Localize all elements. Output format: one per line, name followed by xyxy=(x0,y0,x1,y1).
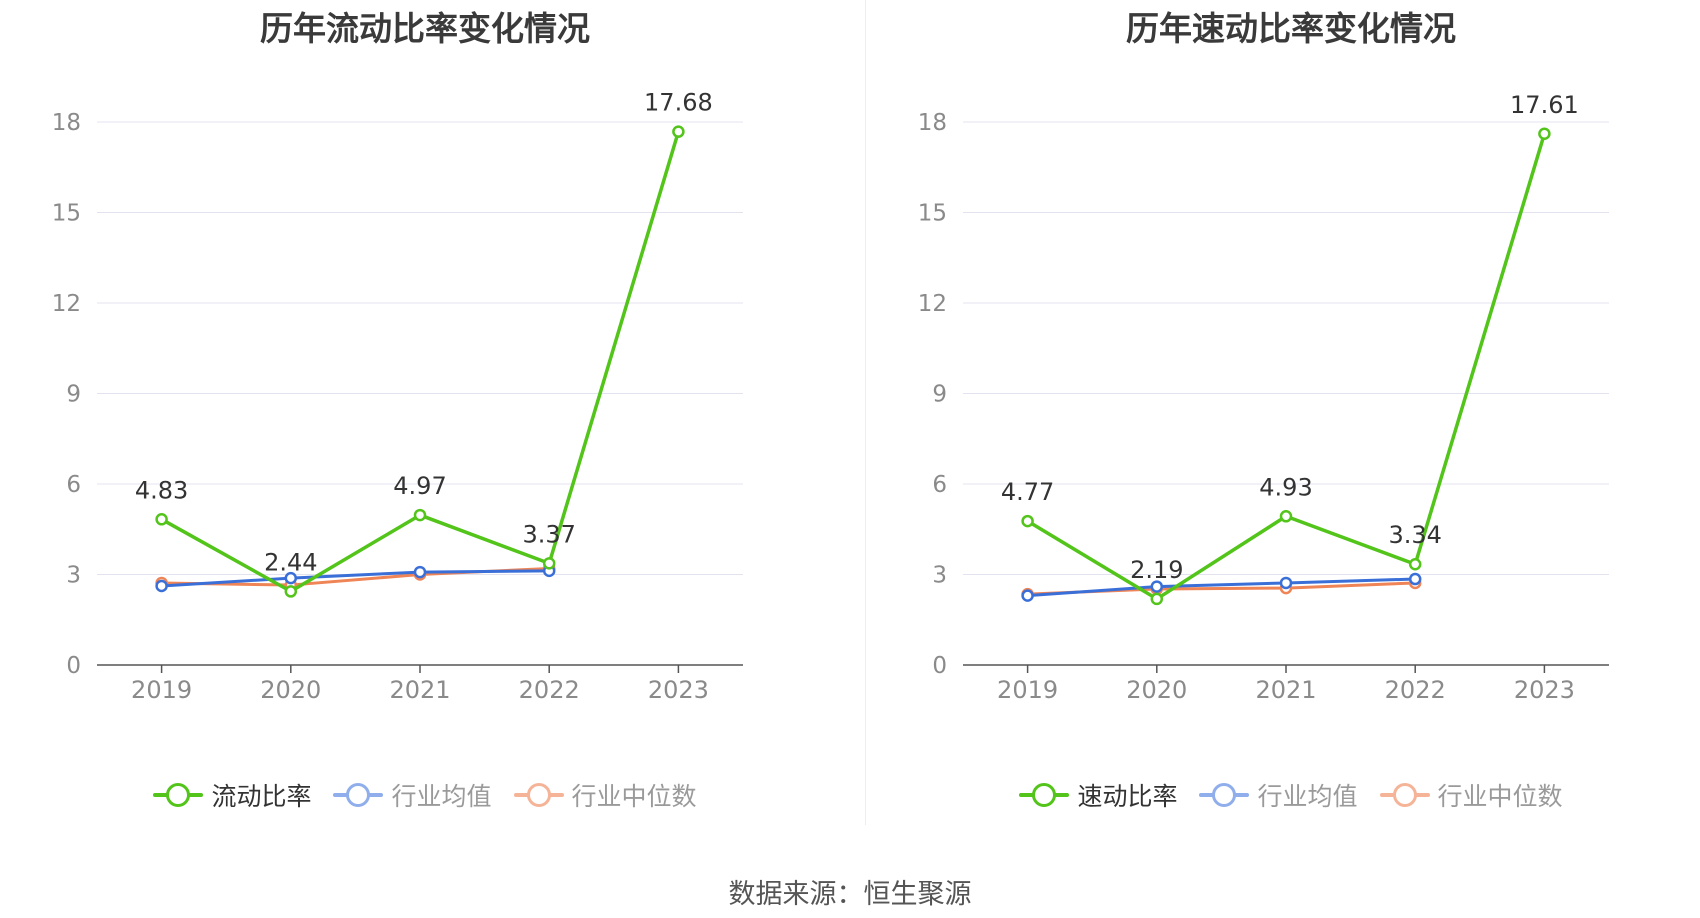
data-point-s1-2021[interactable] xyxy=(413,565,427,579)
y-tick-label: 9 xyxy=(932,382,947,408)
data-point-s0-2020[interactable] xyxy=(1150,592,1164,606)
y-tick-label: 6 xyxy=(932,472,947,498)
y-tick-label: 3 xyxy=(66,563,81,589)
x-tick-label-2019: 2019 xyxy=(997,676,1058,704)
legend-item-1[interactable]: 行业均值 xyxy=(333,777,492,813)
data-point-s1-2020[interactable] xyxy=(1150,580,1164,593)
data-label-2020: 2.19 xyxy=(1130,556,1183,584)
y-tick-label: 12 xyxy=(52,291,81,317)
y-tick-label: 18 xyxy=(918,110,947,136)
data-label-2021: 4.97 xyxy=(393,472,446,500)
x-tick-label-2020: 2020 xyxy=(1126,676,1187,704)
legend-item-0[interactable]: 速动比率 xyxy=(1019,777,1177,813)
data-point-s0-2023[interactable] xyxy=(672,125,685,138)
data-point-s1-2020[interactable] xyxy=(284,571,298,585)
series-line-1 xyxy=(1027,577,1416,598)
legend-line-circle-icon xyxy=(333,783,384,807)
y-tick-label: 18 xyxy=(52,110,81,136)
y-tick-label: 9 xyxy=(66,382,81,408)
data-point-s0-2022[interactable] xyxy=(542,557,556,570)
panel-divider xyxy=(865,0,866,825)
chart-title-quick-ratio: 历年速动比率变化情况 xyxy=(1126,9,1456,48)
legend-label: 行业中位数 xyxy=(571,782,697,811)
x-tick-label-2023: 2023 xyxy=(1514,676,1575,704)
x-tick-label-2020: 2020 xyxy=(260,676,321,704)
quick-ratio-chart: 0 3 6 9 12 15 18 2019 2020 2021 2022 2023 4.77 2.19 4.… xyxy=(918,91,1609,704)
legend-item-0[interactable]: 流动比率 xyxy=(153,777,311,813)
legend-line-circle-icon xyxy=(1379,783,1430,807)
chart-title-current-ratio: 历年流动比率变化情况 xyxy=(260,9,590,48)
legend-label: 行业均值 xyxy=(391,782,492,811)
legend-line-circle-icon xyxy=(1199,783,1250,807)
data-point-s1-2019[interactable] xyxy=(155,579,168,593)
data-label-2023: 17.68 xyxy=(644,89,713,117)
current-ratio-panel: 历年流动比率变化情况 0 3 6 9 12 15 18 2019 2020 2021 2022 202… xyxy=(0,0,850,830)
series-line-0 xyxy=(1026,133,1547,601)
data-point-s0-2021[interactable] xyxy=(413,508,427,522)
legend-item-1[interactable]: 行业均值 xyxy=(1199,777,1358,813)
data-label-2022: 3.34 xyxy=(1388,521,1441,549)
x-tick-label-2023: 2023 xyxy=(648,676,709,704)
data-label-2020: 2.44 xyxy=(264,548,317,576)
data-label-2023: 17.61 xyxy=(1510,91,1579,119)
legend-label: 速动比率 xyxy=(1077,782,1178,811)
data-point-s0-2019[interactable] xyxy=(1021,514,1034,528)
data-label-2021: 4.93 xyxy=(1259,473,1312,501)
y-tick-label: 6 xyxy=(66,472,81,498)
series-line-1 xyxy=(161,569,550,588)
legend-line-circle-icon xyxy=(153,783,204,807)
x-tick-label-2019: 2019 xyxy=(131,676,192,704)
series-line-0 xyxy=(160,131,681,594)
legend-label: 流动比率 xyxy=(211,782,312,811)
data-label-2019: 4.83 xyxy=(135,476,188,504)
legend-current-ratio: 流动比率 行业均值 行业中位数 xyxy=(0,775,850,815)
legend-line-circle-icon xyxy=(513,783,564,807)
data-label-2019: 4.77 xyxy=(1001,478,1054,506)
y-tick-label: 0 xyxy=(932,653,947,679)
data-source-text: 数据来源：恒生聚源 xyxy=(728,879,972,910)
quick-ratio-panel: 历年速动比率变化情况 0 3 6 9 12 15 18 2019 2020 2021 2022 202… xyxy=(866,0,1700,830)
data-point-s0-2022[interactable] xyxy=(1408,557,1422,571)
y-tick-label: 12 xyxy=(918,291,947,317)
data-point-s0-2021[interactable] xyxy=(1279,510,1293,523)
x-tick-label-2021: 2021 xyxy=(1255,676,1316,704)
legend-line-circle-icon xyxy=(1019,783,1070,807)
y-tick-label: 15 xyxy=(918,201,947,227)
legend-item-2[interactable]: 行业中位数 xyxy=(1379,777,1563,813)
y-tick-label: 3 xyxy=(932,563,947,589)
x-tick-label-2022: 2022 xyxy=(1385,676,1446,704)
data-point-s0-2023[interactable] xyxy=(1538,127,1551,141)
data-point-s1-2021[interactable] xyxy=(1279,576,1293,590)
data-label-2022: 3.37 xyxy=(522,520,575,548)
current-ratio-chart: 0 3 6 9 12 15 18 2019 2020 2021 2022 2023 4.83 2.44 4.… xyxy=(52,89,743,704)
data-point-s0-2020[interactable] xyxy=(284,585,298,598)
data-point-s0-2019[interactable] xyxy=(155,513,168,526)
y-tick-label: 0 xyxy=(66,653,81,679)
legend-item-2[interactable]: 行业中位数 xyxy=(513,777,697,813)
x-tick-label-2021: 2021 xyxy=(389,676,450,704)
x-tick-label-2022: 2022 xyxy=(519,676,580,704)
data-point-s1-2019[interactable] xyxy=(1021,589,1034,602)
legend-quick-ratio: 速动比率 行业均值 行业中位数 xyxy=(866,775,1700,815)
legend-label: 行业中位数 xyxy=(1437,782,1563,811)
y-tick-label: 15 xyxy=(52,201,81,227)
legend-label: 行业均值 xyxy=(1257,782,1358,811)
data-point-s1-2022[interactable] xyxy=(1408,572,1422,586)
